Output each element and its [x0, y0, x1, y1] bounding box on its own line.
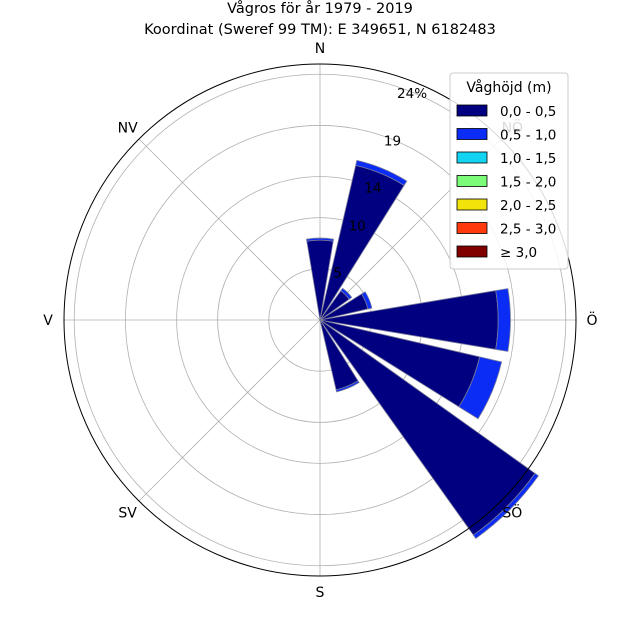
legend-label: 1,5 - 2,0	[500, 175, 556, 191]
sector-bar-22.5-bin-1	[355, 159, 408, 186]
outer-frame	[63, 63, 577, 577]
radial-tick-labels: 5 10 14 19 24%	[333, 86, 427, 282]
sector-bar-90-bin-1	[495, 288, 511, 352]
direction-label-315: NV	[118, 121, 138, 137]
grid-spoke	[138, 319, 321, 502]
direction-label-90: Ö	[586, 311, 597, 329]
chart-subtitle: Koordinat (Sweref 99 TM): E 349651, N 61…	[144, 22, 496, 38]
grid-spoke	[138, 138, 321, 321]
sector-bar-45-bin-1	[340, 287, 353, 300]
legend-entries: 0,0 - 0,5 0,5 - 1,0 1,0 - 1,5 1,5 - 2,0 2,0 …	[456, 104, 556, 261]
legend-label: 1,0 - 1,5	[500, 151, 556, 167]
legend-label: 2,0 - 2,5	[500, 198, 556, 214]
sector-bar-112.5-bin-1	[458, 356, 503, 420]
sector-bar-157.5-bin-1	[335, 380, 360, 393]
radial-tick-label: 5	[333, 266, 342, 282]
sector-bar-135-bin-1	[472, 472, 539, 539]
direction-label-270: V	[43, 313, 53, 329]
direction-label-0: N	[315, 41, 325, 57]
legend-frame	[449, 72, 569, 270]
legend-label: 0,5 - 1,0	[500, 128, 556, 144]
legend-swatch	[456, 222, 488, 234]
direction-label-225: SV	[118, 505, 137, 521]
sector-bars	[306, 159, 539, 539]
radial-tick-label: 24%	[397, 86, 427, 102]
radial-tick-label: 19	[384, 133, 401, 149]
direction-label-135: SÖ	[502, 503, 522, 521]
legend-swatch	[456, 198, 488, 211]
outer-circle	[63, 63, 577, 577]
legend-swatch	[456, 175, 488, 187]
legend-swatch	[456, 104, 488, 117]
legend-label: ≥ 3,0	[500, 245, 537, 261]
chart-title: Vågros för år 1979 - 2019	[227, 0, 413, 17]
sector-bar-0-bin-1	[306, 237, 334, 242]
legend-swatch	[456, 245, 488, 258]
legend: Våghöjd (m) 0,0 - 0,5 0,5 - 1,0 1,0 - 1,5 1…	[449, 72, 569, 270]
legend-label: 0,0 - 0,5	[500, 104, 556, 120]
legend-label: 2,5 - 3,0	[500, 222, 556, 238]
legend-swatch	[456, 128, 488, 140]
direction-label-180: S	[316, 585, 325, 601]
legend-title: Våghöjd (m)	[466, 79, 551, 96]
sector-bar-67.5-bin-1	[361, 291, 373, 310]
radial-tick-label: 14	[364, 181, 381, 197]
radial-tick-label: 10	[349, 218, 366, 234]
legend-swatch	[456, 151, 488, 164]
